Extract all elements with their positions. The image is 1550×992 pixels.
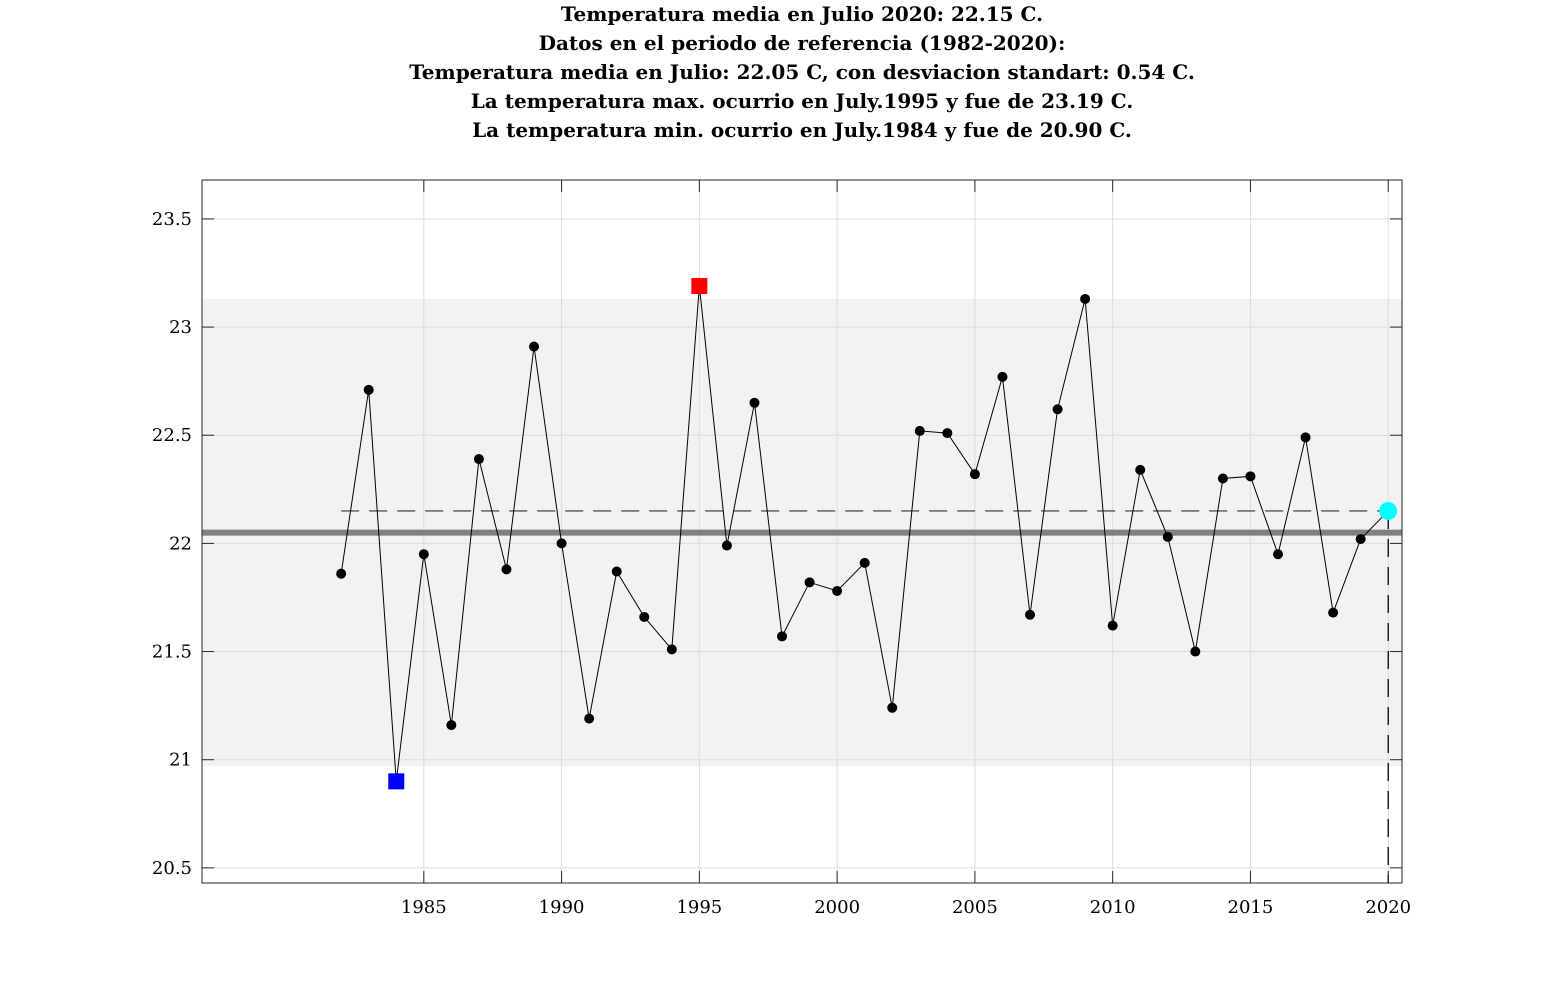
data-point-2007 — [1025, 609, 1036, 620]
data-point-2003 — [914, 425, 925, 436]
y-tick-label-21.5: 21.5 — [152, 642, 192, 663]
title-line-4: La temperatura max. ocurrio en July.1995… — [470, 89, 1134, 113]
axes-box — [201, 179, 1403, 884]
data-point-1997 — [749, 397, 760, 408]
data-point-2011 — [1135, 464, 1146, 475]
title-line-5: La temperatura min. ocurrio en July.1984… — [472, 118, 1132, 142]
y-tick-label-21: 21 — [169, 750, 192, 771]
data-point-2009 — [1080, 293, 1091, 304]
data-point-1989 — [529, 341, 540, 352]
data-point-2002 — [887, 702, 898, 713]
data-point-1982 — [336, 568, 347, 579]
data-point-2010 — [1107, 620, 1118, 631]
data-point-1990 — [556, 538, 567, 549]
title-line-2: Datos en el periodo de referencia (1982-… — [538, 31, 1066, 55]
data-point-2015 — [1245, 471, 1256, 482]
chart-title: Temperatura media en Julio 2020: 22.15 C… — [0, 0, 1550, 145]
y-tick-label-23: 23 — [169, 317, 192, 338]
x-tick-label-2015: 2015 — [1228, 897, 1274, 918]
data-point-2019 — [1355, 534, 1366, 545]
data-point-2008 — [1052, 404, 1063, 415]
x-tick-label-1995: 1995 — [676, 897, 722, 918]
data-point-1996 — [721, 540, 732, 551]
data-point-2016 — [1273, 549, 1284, 560]
y-tick-label-20.5: 20.5 — [152, 858, 192, 879]
data-point-1985 — [418, 549, 429, 560]
y-tick-label-22: 22 — [169, 533, 192, 554]
data-point-1987 — [473, 454, 484, 465]
x-tick-label-1990: 1990 — [539, 897, 585, 918]
data-point-1991 — [584, 713, 595, 724]
x-tick-label-2005: 2005 — [952, 897, 998, 918]
data-point-2017 — [1300, 432, 1311, 443]
data-point-1988 — [501, 564, 512, 575]
x-tick-label-2010: 2010 — [1090, 897, 1136, 918]
data-point-1994 — [666, 644, 677, 655]
current-marker-2020 — [1379, 501, 1398, 520]
x-tick-label-1985: 1985 — [401, 897, 447, 918]
data-point-1983 — [363, 384, 374, 395]
min-marker-1984 — [388, 773, 405, 790]
data-point-2000 — [832, 585, 843, 596]
title-line-1: Temperatura media en Julio 2020: 22.15 C… — [560, 2, 1044, 26]
data-point-2004 — [942, 428, 953, 439]
data-point-2013 — [1190, 646, 1201, 657]
data-point-1998 — [777, 631, 788, 642]
data-point-1999 — [804, 577, 815, 588]
data-point-2012 — [1162, 531, 1173, 542]
data-point-2006 — [997, 371, 1008, 382]
data-point-2001 — [859, 557, 870, 568]
y-tick-label-23.5: 23.5 — [152, 209, 192, 230]
data-point-1993 — [639, 611, 650, 622]
data-point-2014 — [1217, 473, 1228, 484]
title-line-3: Temperatura media en Julio: 22.05 C, con… — [409, 60, 1195, 84]
y-tick-label-22.5: 22.5 — [152, 425, 192, 446]
x-tick-label-2000: 2000 — [814, 897, 860, 918]
max-marker-1995 — [691, 277, 708, 294]
x-tick-label-2020: 2020 — [1365, 897, 1411, 918]
data-point-2018 — [1328, 607, 1339, 618]
data-point-1992 — [611, 566, 622, 577]
data-point-2005 — [969, 469, 980, 480]
data-point-1986 — [446, 720, 457, 731]
